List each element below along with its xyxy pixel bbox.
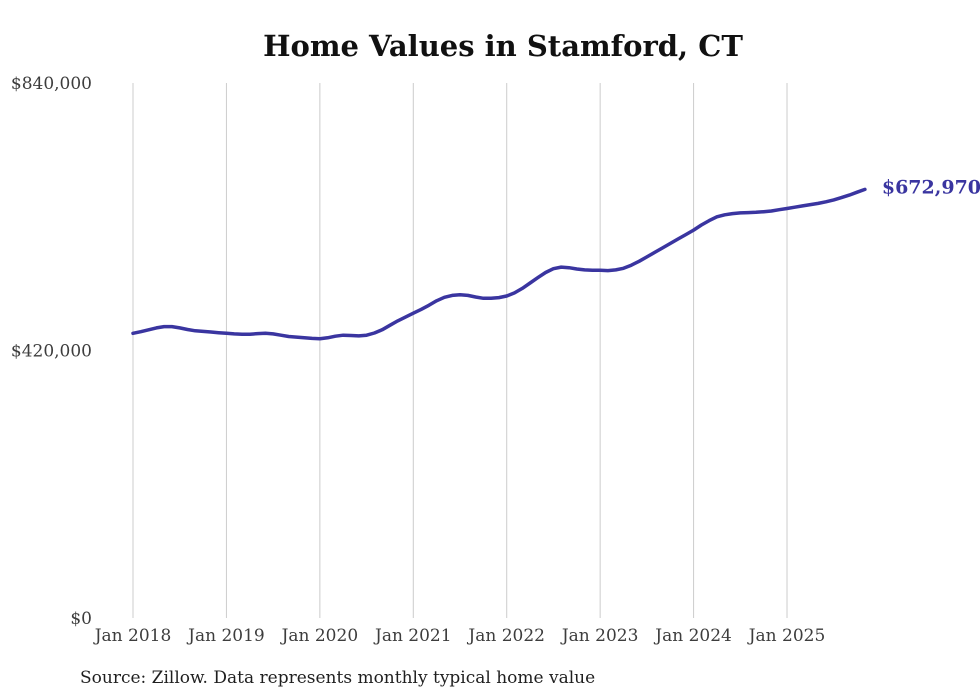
- home-value-line: [131, 187, 867, 341]
- x-tick-label: Jan 2024: [653, 626, 732, 646]
- x-tick-label: Jan 2023: [560, 626, 639, 646]
- x-tick-label: Jan 2019: [186, 626, 265, 646]
- y-tick-label: $420,000: [11, 342, 92, 362]
- series-layer: [131, 187, 867, 341]
- source-note: Source: Zillow. Data represents monthly …: [80, 668, 595, 688]
- label-layer: Jan 2018 Jan 2019 Jan 2020 Jan 2021 Jan 2022…: [11, 74, 980, 646]
- x-tick-label: Jan 2025: [747, 626, 826, 646]
- x-tick-label: Jan 2020: [280, 626, 359, 646]
- y-tick-label: $0: [70, 609, 92, 629]
- y-tick-label: $840,000: [11, 74, 92, 94]
- x-tick-label: Jan 2022: [466, 626, 545, 646]
- x-tick-label: Jan 2018: [93, 626, 172, 646]
- chart-title: Home Values in Stamford, CT: [263, 29, 743, 63]
- grid-layer: [132, 83, 788, 618]
- x-tick-label: Jan 2021: [373, 626, 452, 646]
- end-value-label: $672,970: [882, 176, 980, 198]
